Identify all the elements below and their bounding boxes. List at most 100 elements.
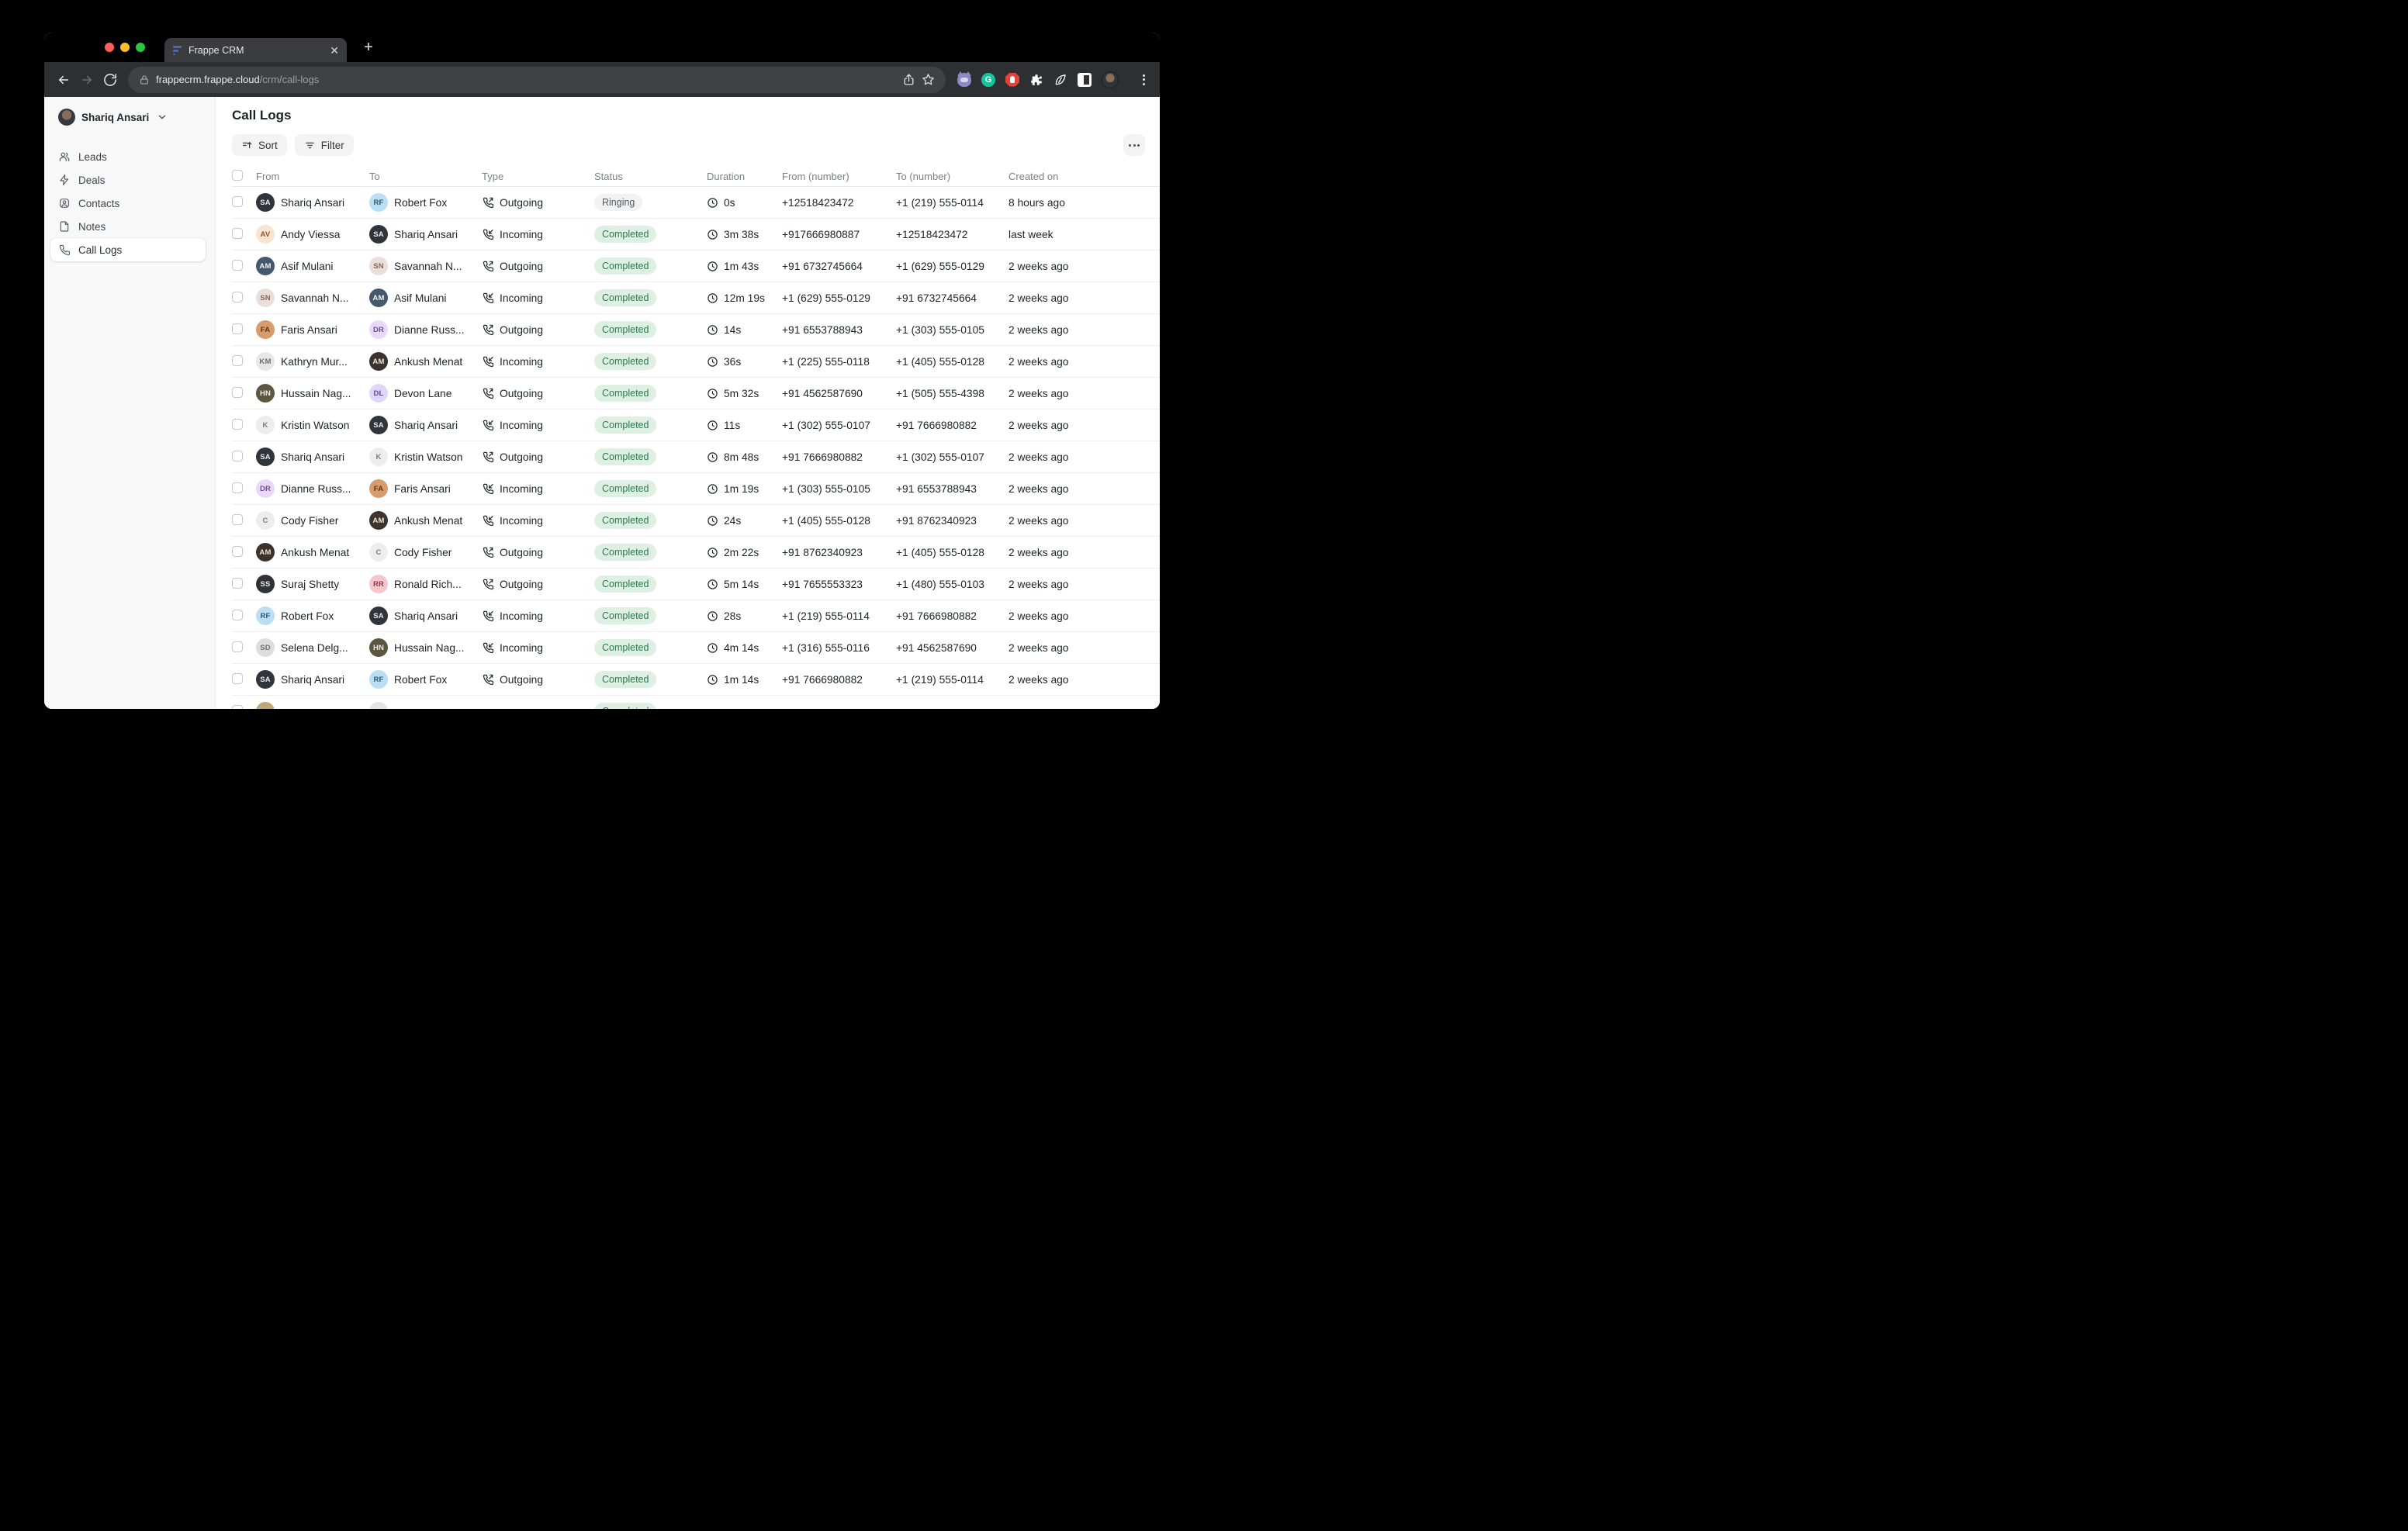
row-checkbox[interactable]	[232, 641, 243, 652]
table-row[interactable]: AM Ankush Menat C Cody Fisher Outgoing C…	[232, 537, 1160, 569]
browser-menu-icon[interactable]	[1137, 73, 1150, 87]
table-row[interactable]: DR Dianne Russ... FA Faris Ansari Incomi…	[232, 473, 1160, 505]
minimize-window-button[interactable]	[120, 43, 130, 52]
address-bar[interactable]: frappecrm.frappe.cloud/crm/call-logs	[128, 66, 946, 93]
row-checkbox[interactable]	[232, 354, 243, 366]
to-number-cell: +91 7666980882	[896, 610, 977, 622]
to-cell: HN Hussain Nag...	[369, 638, 482, 657]
table-row[interactable]: K Kristin Watson SA Shariq Ansari Incomi…	[232, 410, 1160, 441]
adblock-extension-icon[interactable]	[1005, 72, 1019, 87]
sidebar-item-contacts[interactable]: Contacts	[50, 192, 206, 215]
table-row[interactable]: C Cody Fisher AM Ankush Menat Incoming C…	[232, 505, 1160, 537]
row-checkbox[interactable]	[232, 291, 243, 302]
to-avatar: RF	[369, 670, 388, 689]
tab-close-icon[interactable]: ✕	[330, 43, 339, 57]
from-name: Andy Viessa	[281, 228, 341, 240]
table-row[interactable]: AV Andy Viessa SA Shariq Ansari Incoming…	[232, 219, 1160, 251]
sidebar-item-notes[interactable]: Notes	[50, 215, 206, 238]
close-window-button[interactable]	[105, 43, 114, 52]
sort-button[interactable]: Sort	[232, 134, 287, 156]
grammarly-extension-icon[interactable]: G	[981, 72, 995, 87]
row-checkbox[interactable]	[232, 577, 243, 589]
row-checkbox[interactable]	[232, 227, 243, 239]
row-checkbox[interactable]	[232, 704, 243, 709]
created-on-cell: 2 weeks ago	[1009, 387, 1069, 399]
status-cell: Completed	[594, 512, 707, 529]
table-row[interactable]: SS Suraj Shetty RR Ronald Rich... Outgoi…	[232, 569, 1160, 600]
incoming-call-icon	[482, 419, 494, 431]
user-selector[interactable]: Shariq Ansari	[50, 106, 206, 128]
row-checkbox[interactable]	[232, 482, 243, 493]
from-number-cell: +1 (225) 555-0118	[782, 355, 870, 368]
duration-cell: 5m 14s	[707, 579, 782, 590]
row-checkbox[interactable]	[232, 672, 243, 684]
duration-cell: 1m 14s	[707, 674, 782, 686]
puzzle-extensions-icon[interactable]	[1029, 73, 1043, 87]
created-on-cell: 2 weeks ago	[1009, 514, 1069, 527]
table-row[interactable]: Completed	[232, 696, 1160, 709]
row-checkbox[interactable]	[232, 323, 243, 334]
reload-button[interactable]	[99, 68, 122, 92]
from-name: Hussain Nag...	[281, 387, 351, 399]
status-cell: Completed	[594, 607, 707, 624]
from-cell: RF Robert Fox	[256, 607, 369, 625]
type-cell: Outgoing	[482, 323, 594, 336]
zoom-window-button[interactable]	[136, 43, 145, 52]
from-avatar: SS	[256, 575, 275, 593]
from-avatar	[256, 702, 275, 709]
leaf-extension-icon[interactable]	[1054, 73, 1067, 87]
column-header-status: Status	[594, 171, 623, 182]
row-checkbox[interactable]	[232, 545, 243, 557]
table-row[interactable]: KM Kathryn Mur... AM Ankush Menat Incomi…	[232, 346, 1160, 378]
new-tab-button[interactable]: +	[364, 38, 373, 56]
sidebar-item-label: Contacts	[78, 197, 120, 209]
from-number-cell: +91 7655553323	[782, 578, 863, 590]
table-row[interactable]: RF Robert Fox SA Shariq Ansari Incoming …	[232, 600, 1160, 632]
browser-tab-frappe-crm[interactable]: Frappe CRM ✕	[164, 38, 347, 62]
row-checkbox[interactable]	[232, 450, 243, 461]
row-checkbox[interactable]	[232, 386, 243, 398]
url-path: /crm/call-logs	[259, 74, 320, 85]
table-row[interactable]: AM Asif Mulani SN Savannah N... Outgoing…	[232, 251, 1160, 282]
from-avatar: AV	[256, 225, 275, 244]
row-checkbox[interactable]	[232, 195, 243, 207]
to-number-cell: +12518423472	[896, 228, 968, 240]
duration-cell: 28s	[707, 610, 782, 622]
row-checkbox[interactable]	[232, 513, 243, 525]
type-cell: Outgoing	[482, 387, 594, 399]
clock-icon	[707, 674, 718, 686]
to-name: Shariq Ansari	[394, 419, 458, 431]
back-button[interactable]	[52, 68, 75, 92]
sidebar-item-call-logs[interactable]: Call Logs	[50, 238, 206, 261]
sidebar-item-deals[interactable]: Deals	[50, 168, 206, 192]
select-all-checkbox[interactable]	[232, 170, 243, 181]
table-row[interactable]: SA Shariq Ansari K Kristin Watson Outgoi…	[232, 441, 1160, 473]
to-name: Faris Ansari	[394, 482, 451, 495]
row-checkbox-cell	[232, 641, 256, 655]
to-avatar: SA	[369, 225, 388, 244]
row-checkbox-cell	[232, 577, 256, 591]
dark-reader-extension-icon[interactable]	[1078, 72, 1092, 87]
sidebar-item-leads[interactable]: Leads	[50, 145, 206, 168]
tab-title: Frappe CRM	[189, 44, 244, 56]
table-row[interactable]: SN Savannah N... AM Asif Mulani Incoming…	[232, 282, 1160, 314]
table-row[interactable]: HN Hussain Nag... DL Devon Lane Outgoing…	[232, 378, 1160, 410]
duration-label: 1m 14s	[724, 673, 759, 686]
row-checkbox[interactable]	[232, 259, 243, 271]
browser-tab-strip: Frappe CRM ✕ +	[44, 33, 1160, 62]
table-row[interactable]: SD Selena Delg... HN Hussain Nag... Inco…	[232, 632, 1160, 664]
row-checkbox[interactable]	[232, 609, 243, 620]
browser-profile-avatar[interactable]	[1102, 71, 1119, 88]
bookmark-star-icon[interactable]	[922, 73, 935, 86]
status-badge: Completed	[594, 257, 657, 275]
share-icon[interactable]	[902, 73, 915, 86]
table-row[interactable]: SA Shariq Ansari RF Robert Fox Outgoing …	[232, 664, 1160, 696]
table-row[interactable]: FA Faris Ansari DR Dianne Russ... Outgoi…	[232, 314, 1160, 346]
row-checkbox[interactable]	[232, 418, 243, 430]
incoming-call-icon	[482, 355, 494, 368]
filter-button[interactable]: Filter	[294, 134, 354, 156]
more-options-button[interactable]	[1123, 134, 1145, 156]
github-extension-icon[interactable]	[957, 71, 971, 87]
forward-button[interactable]	[75, 68, 99, 92]
table-row[interactable]: SA Shariq Ansari RF Robert Fox Outgoing …	[232, 187, 1160, 219]
